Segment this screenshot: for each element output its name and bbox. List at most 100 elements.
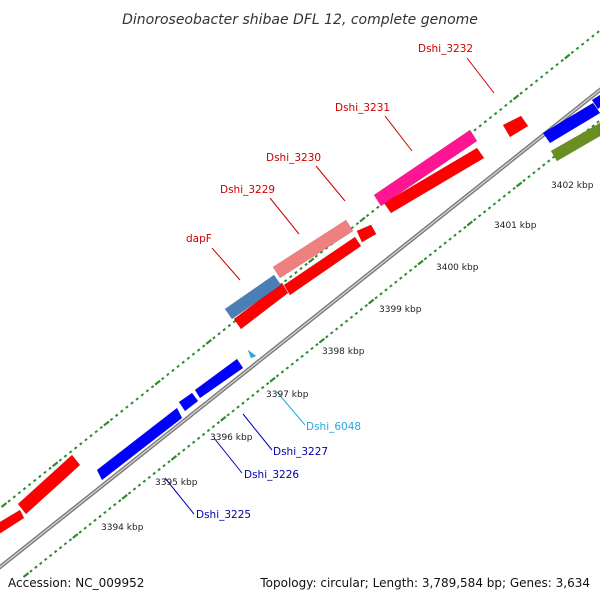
- inner-tick: [98, 514, 102, 519]
- inner-tick: [315, 342, 319, 347]
- inner-tick: [453, 233, 457, 237]
- inner-tick: [399, 276, 403, 280]
- outer-tick: [365, 213, 370, 218]
- gene-red-4[interactable]: [383, 147, 485, 214]
- gene-dshi-3227[interactable]: [194, 358, 244, 399]
- outer-tick: [488, 115, 493, 120]
- inner-tick: [39, 561, 43, 565]
- gene-green-right[interactable]: [550, 122, 600, 162]
- outer-tick: [22, 487, 27, 491]
- gene-label[interactable]: Dshi_3231: [335, 102, 390, 114]
- inner-tick: [507, 190, 511, 194]
- gene-dshi-3230[interactable]: [356, 224, 377, 243]
- inner-tick: [364, 303, 368, 308]
- inner-tick: [515, 181, 523, 188]
- gene-fwd-left[interactable]: [0, 509, 25, 534]
- inner-tick: [216, 421, 221, 425]
- inner-tick: [177, 452, 181, 456]
- outer-tick: [84, 438, 88, 442]
- gene-dshi-3229[interactable]: [272, 219, 354, 279]
- gene-blue-right2[interactable]: [591, 94, 600, 110]
- scale-label: 3398 kbp: [322, 347, 365, 357]
- gene-label[interactable]: Dshi_3232: [418, 43, 473, 55]
- inner-tick: [300, 354, 304, 358]
- inner-tick: [384, 288, 388, 292]
- inner-tick: [68, 538, 73, 542]
- inner-tick: [596, 120, 600, 124]
- inner-tick: [290, 362, 294, 366]
- outer-tick: [145, 389, 150, 393]
- outer-tick: [524, 87, 529, 91]
- outer-tick: [135, 397, 139, 401]
- gene-fwd-left2[interactable]: [17, 454, 81, 515]
- gene-dshi-6048[interactable]: [247, 349, 257, 359]
- inner-tick: [537, 167, 541, 171]
- outer-tick: [27, 482, 32, 487]
- inner-tick: [78, 530, 82, 534]
- outer-tick: [304, 262, 308, 267]
- gene-dshi-3232[interactable]: [502, 115, 529, 138]
- outer-tick: [596, 30, 600, 34]
- gene-label[interactable]: Dshi_3229: [220, 184, 275, 196]
- inner-tick-track: [22, 120, 600, 578]
- outer-tick: [43, 470, 47, 475]
- inner-tick: [280, 370, 285, 374]
- outer-tick: [140, 393, 144, 397]
- gene-dapf[interactable]: [224, 274, 282, 320]
- inner-tick: [403, 272, 408, 276]
- outer-tick: [38, 474, 42, 479]
- inner-tick: [389, 284, 393, 288]
- outer-tick: [73, 446, 78, 450]
- gene-label[interactable]: Dshi_3226: [244, 469, 299, 481]
- inner-tick: [103, 510, 107, 515]
- inner-tick: [477, 214, 482, 218]
- gene-label[interactable]: dapF: [186, 233, 212, 245]
- label-leader-line: [164, 477, 195, 515]
- outer-tick: [63, 454, 68, 458]
- outer-tick: [512, 94, 520, 101]
- inner-tick: [113, 503, 117, 507]
- inner-tick: [251, 393, 255, 398]
- outer-tick: [498, 107, 503, 112]
- inner-tick: [546, 159, 551, 163]
- gene-label[interactable]: Dshi_3227: [273, 446, 328, 458]
- outer-tick: [181, 360, 185, 364]
- outer-tick: [376, 205, 380, 209]
- gene-label[interactable]: Dshi_3225: [196, 509, 251, 521]
- inner-tick: [339, 323, 344, 327]
- outer-tick: [504, 103, 508, 108]
- gene-dshi-3226[interactable]: [178, 392, 199, 412]
- inner-tick: [542, 163, 546, 167]
- inner-tick: [492, 202, 497, 206]
- inner-tick: [466, 220, 473, 227]
- gene-red-2[interactable]: [283, 236, 362, 296]
- outer-tick: [350, 226, 354, 230]
- outer-tick: [509, 99, 513, 103]
- gene-label[interactable]: Dshi_3230: [266, 152, 321, 164]
- inner-tick: [211, 424, 216, 429]
- outer-tick: [52, 461, 59, 468]
- inner-tick: [423, 257, 428, 261]
- outer-tick: [48, 466, 52, 470]
- outer-tick-track: [0, 30, 600, 508]
- inner-tick: [527, 175, 531, 179]
- inner-tick: [157, 467, 161, 472]
- outer-tick: [493, 111, 498, 116]
- inner-tick: [482, 210, 487, 214]
- outer-tick: [166, 372, 170, 377]
- inner-tick: [359, 307, 364, 312]
- outer-tick: [217, 332, 221, 336]
- inner-tick: [367, 298, 375, 305]
- outer-tick: [355, 221, 360, 226]
- gene-dshi-3225[interactable]: [96, 407, 183, 481]
- gene-blue-right[interactable]: [542, 102, 600, 144]
- gene-dshi-3231[interactable]: [373, 129, 478, 207]
- inner-tick: [48, 553, 53, 558]
- inner-tick: [325, 335, 329, 339]
- outer-tick: [555, 62, 559, 67]
- scale-labels: 3394 kbp 3395 kbp 3396 kbp 3397 kbp 3398 kbp…: [101, 181, 594, 533]
- gene-label[interactable]: Dshi_6048: [306, 421, 361, 433]
- inner-tick: [330, 331, 334, 335]
- outer-tick: [205, 339, 213, 345]
